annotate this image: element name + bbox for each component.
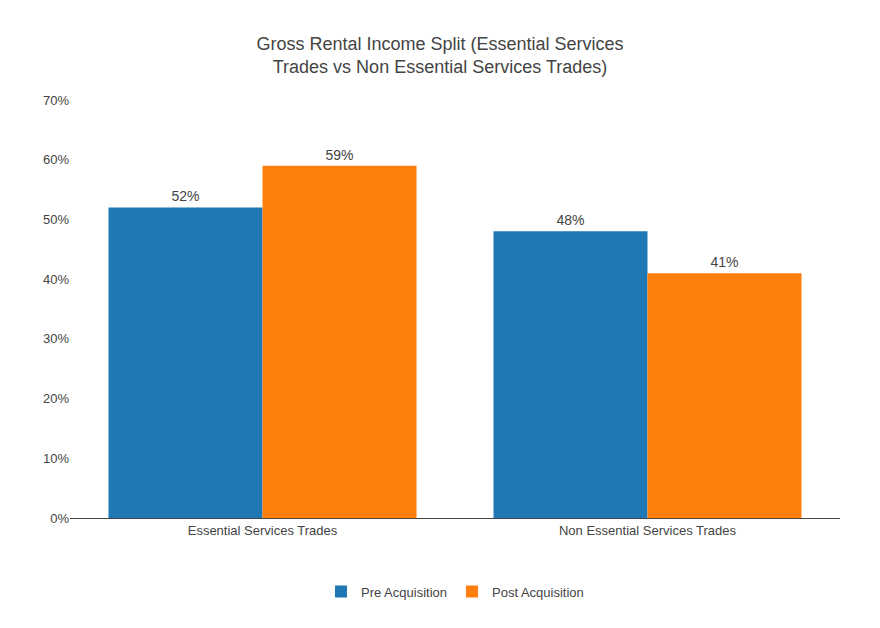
svg-text:Gross Rental Income Split (Ess: Gross Rental Income Split (Essential Ser… xyxy=(256,34,623,77)
svg-text:10%: 10% xyxy=(43,451,69,466)
svg-text:48%: 48% xyxy=(556,212,584,228)
svg-text:60%: 60% xyxy=(43,152,69,167)
svg-text:20%: 20% xyxy=(43,391,69,406)
svg-text:50%: 50% xyxy=(43,212,69,227)
svg-text:30%: 30% xyxy=(43,331,69,346)
svg-text:0%: 0% xyxy=(50,511,69,526)
svg-text:Non Essential Services Trades: Non Essential Services Trades xyxy=(559,523,737,538)
svg-text:40%: 40% xyxy=(43,272,69,287)
svg-text:52%: 52% xyxy=(171,188,199,204)
svg-text:Pre Acquisition: Pre Acquisition xyxy=(361,585,447,600)
svg-text:59%: 59% xyxy=(325,147,353,163)
svg-text:Post Acquisition: Post Acquisition xyxy=(492,585,584,600)
svg-text:41%: 41% xyxy=(710,254,738,270)
svg-text:70%: 70% xyxy=(43,93,69,108)
svg-text:Essential Services Trades: Essential Services Trades xyxy=(188,523,338,538)
